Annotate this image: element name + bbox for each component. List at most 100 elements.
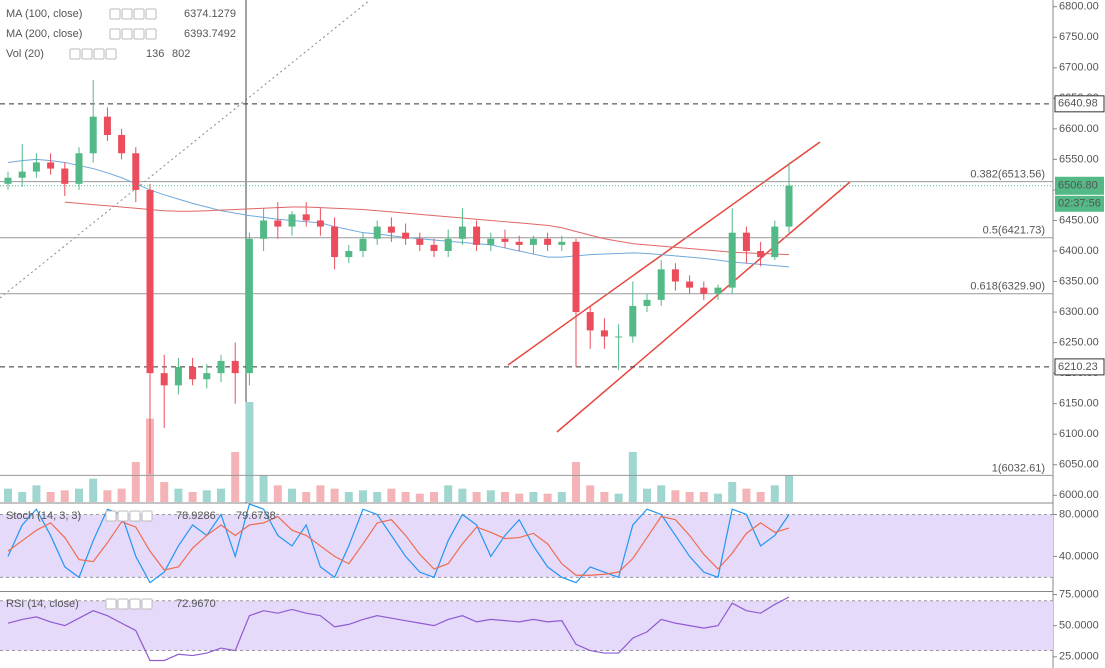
legend-icon (81, 48, 93, 60)
y-tick-label: 6150.00 (1059, 398, 1099, 410)
volume-bar (302, 492, 311, 502)
legend-icon (69, 48, 81, 60)
volume-bar (103, 490, 112, 502)
indicator-line (7, 596, 790, 662)
legend-value: 78.9286 (176, 510, 216, 522)
countdown-badge (1055, 195, 1104, 212)
candle-body (416, 238, 424, 245)
candle-body (331, 226, 339, 258)
fib-label: 1(6032.61) (992, 462, 1045, 474)
candle-body (657, 269, 665, 300)
legend-name: Vol (20) (6, 48, 44, 60)
y-tick-label: 6000.00 (1059, 489, 1099, 501)
volume-bar (628, 452, 637, 502)
volume-bar (770, 485, 779, 502)
legend-icon (121, 28, 133, 40)
countdown-label: 02:37:56 (1058, 198, 1101, 210)
candle-body (103, 116, 111, 135)
volume-bar (131, 462, 140, 502)
volume-bar (401, 492, 410, 502)
candle-body (686, 281, 694, 288)
y-tick-label: 6600.00 (1059, 123, 1099, 135)
volume-bar (742, 488, 751, 502)
volume-bar (685, 492, 694, 502)
candle-body (757, 251, 765, 258)
volume-bar (316, 485, 325, 502)
candle-body (643, 299, 651, 306)
y-tick-label: 6450.00 (1059, 214, 1099, 226)
candle-body (714, 287, 722, 294)
band (0, 600, 1053, 651)
volume-bar (117, 488, 126, 502)
candle-body (700, 287, 708, 294)
y-tick-label: 6100.00 (1059, 428, 1099, 440)
candle-body (75, 153, 83, 184)
legend-name: RSI (14, close) (6, 598, 79, 610)
candle-body (160, 373, 168, 386)
candle-body (118, 134, 126, 154)
volume-bar (586, 485, 595, 502)
trend-line-dotted (0, 0, 371, 299)
legend-icon (145, 28, 157, 40)
volume-bar (259, 475, 268, 502)
level-badge (1054, 358, 1105, 376)
y-tick-label: 6250.00 (1059, 337, 1099, 349)
volume-bar (671, 490, 680, 502)
volume-bar (430, 492, 438, 502)
legend-name: MA (100, close) (6, 8, 82, 20)
candle-body (89, 116, 97, 154)
volume-bar (486, 490, 495, 502)
candle-body (771, 226, 779, 258)
candle-body (629, 305, 637, 337)
candle-body (615, 336, 623, 338)
channel-line (507, 141, 821, 366)
y-tick-label: 80.0000 (1059, 508, 1099, 520)
candle-body (217, 360, 225, 374)
volume-bar (714, 493, 722, 502)
volume-bar (657, 485, 666, 502)
volume-bar (160, 482, 169, 502)
volume-bar (415, 493, 424, 502)
legend-icon (117, 510, 129, 522)
fib-label: 0.382(6513.56) (970, 169, 1045, 181)
volume-bar (501, 492, 509, 502)
volume-bar (643, 488, 651, 502)
legend-name: MA (200, close) (6, 28, 82, 40)
candle-body (600, 330, 608, 337)
candle-body (245, 238, 253, 374)
volume-bar (785, 475, 793, 502)
volume-bar (32, 485, 41, 502)
legend-icon (121, 8, 133, 20)
candle-body (47, 162, 55, 169)
volume-bar (18, 492, 27, 502)
volume-bar (359, 490, 367, 502)
candle-body (728, 232, 736, 288)
last-price-label: 6506.80 (1058, 180, 1098, 192)
fib-label: 0.618(6329.90) (970, 281, 1045, 293)
volume-bar (444, 485, 453, 502)
legend-value: 79.6738 (236, 510, 276, 522)
y-tick-label: 6550.00 (1059, 153, 1099, 165)
candle-body (671, 269, 679, 282)
volume-bar (756, 492, 765, 502)
y-tick-label: 6800.00 (1059, 1, 1099, 13)
candle-body (231, 360, 239, 374)
volume-bar (699, 492, 708, 502)
volume-bar (217, 488, 225, 502)
legend-icon (109, 28, 121, 40)
candle-body (18, 171, 26, 178)
volume-bar (614, 493, 623, 502)
y-tick-label: 6700.00 (1059, 62, 1099, 74)
volume-bar (288, 488, 296, 502)
candle-body (373, 226, 381, 239)
volume-bar (387, 488, 396, 502)
legend-value: 72.9670 (176, 598, 216, 610)
candle-body (458, 226, 466, 239)
legend-value: 136 (146, 48, 164, 60)
volume-bar (245, 402, 254, 502)
fib-label: 0.5(6421.73) (983, 225, 1045, 237)
legend-icon (141, 510, 153, 522)
channel-line (556, 181, 851, 433)
legend-icon (117, 598, 129, 610)
